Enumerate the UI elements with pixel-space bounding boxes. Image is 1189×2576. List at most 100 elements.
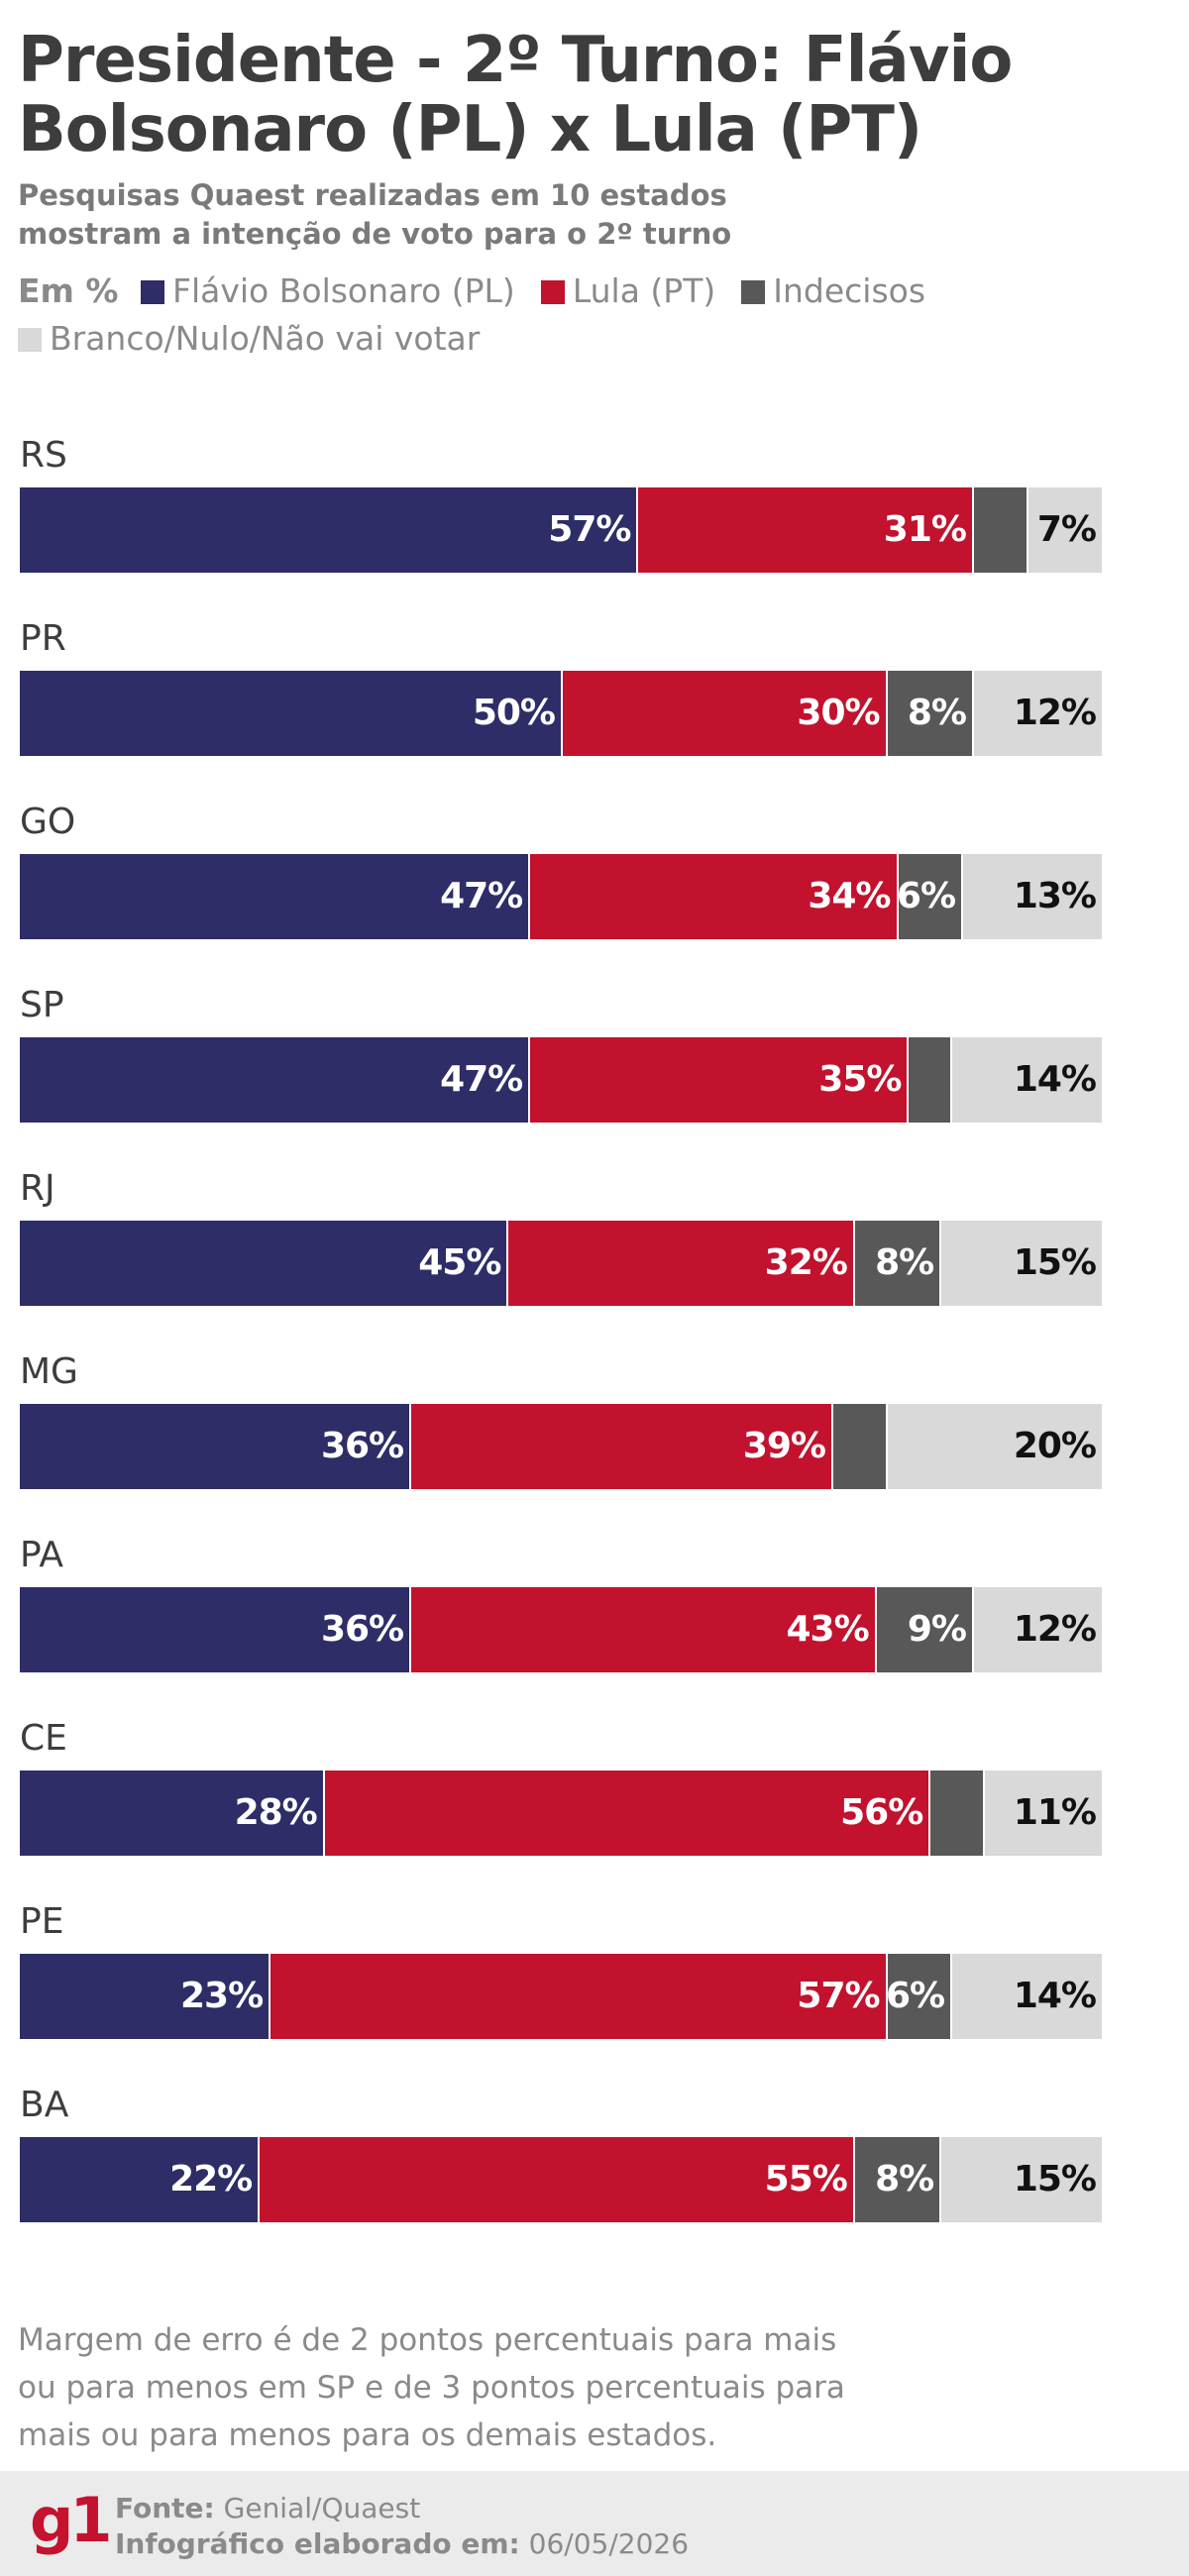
bar-value-label: 6% <box>896 876 956 916</box>
bar-segment <box>961 854 1102 939</box>
state-label: PE <box>20 1901 64 1942</box>
bar-value-label: 39% <box>742 1426 826 1466</box>
bar-segment <box>258 2137 853 2222</box>
state-label: SP <box>20 985 64 1025</box>
footnote: Margem de erro é de 2 pontos percentuais… <box>18 2322 845 2453</box>
bar-value-label: 47% <box>440 1059 523 1100</box>
bar-value-label: 14% <box>1013 1976 1097 2016</box>
bar-value-label: 45% <box>418 1242 501 1283</box>
bar-segment <box>528 854 897 939</box>
bar-segment <box>907 1037 951 1123</box>
bar-segment <box>852 1221 940 1306</box>
bar-value-label: 15% <box>1013 1242 1097 1283</box>
bar-value-label: 50% <box>472 693 556 733</box>
legend-label: Lula (PT) <box>572 271 716 310</box>
bar-value-label: 8% <box>875 2159 934 2200</box>
bar-segment <box>20 1404 410 1489</box>
state-label: RS <box>20 435 67 476</box>
bar-segment <box>896 854 962 939</box>
bar-segment <box>950 1037 1102 1123</box>
source-value: Genial/Quaest <box>223 2492 421 2524</box>
bar-value-label: 57% <box>797 1976 880 2016</box>
header: Presidente - 2º Turno: Flávio Bolsonaro … <box>18 26 1167 363</box>
bar-segment <box>971 487 1027 573</box>
bar-segment <box>20 671 561 756</box>
bar-value-label: 57% <box>548 509 631 550</box>
bar-segment <box>409 1587 875 1672</box>
bar-value-label: 13% <box>1013 876 1097 916</box>
chart-subtitle: Pesquisas Quaest realizadas em 10 estado… <box>18 178 732 251</box>
bar-segment <box>528 1037 908 1123</box>
bar-segment <box>20 2137 259 2222</box>
bar-value-label: 30% <box>797 693 880 733</box>
footer: g1 Fonte: Genial/Quaest Infográfico elab… <box>0 2471 1189 2576</box>
bar-segment <box>20 1037 529 1123</box>
bar-segment <box>322 1771 929 1856</box>
bar-value-label: 23% <box>179 1976 264 2016</box>
legend-label: Indecisos <box>773 271 926 310</box>
bar-value-label: 36% <box>320 1609 404 1650</box>
bar-value-label: 34% <box>808 876 891 916</box>
bar-row: 45% 32% 8% 15% <box>20 1221 1102 1306</box>
bar-value-label: 56% <box>840 1792 923 1833</box>
bar-value-label: 15% <box>1013 2159 1097 2200</box>
legend: Em % Flávio Bolsonaro (PL) Lula (PT) Indec… <box>18 268 989 363</box>
source-info: Fonte: Genial/Quaest Infográfico elabora… <box>115 2491 689 2562</box>
bar-segment <box>939 2137 1102 2222</box>
bar-value-label: 9% <box>907 1609 967 1650</box>
bar-segment <box>20 487 637 573</box>
bar-segment <box>971 1587 1102 1672</box>
bar-value-label: 47% <box>440 876 523 916</box>
bar-value-label: 22% <box>169 2159 253 2200</box>
bar-row: 28% 56% 11% <box>20 1771 1102 1856</box>
state-label: PR <box>20 618 66 659</box>
date-line: Infográfico elaborado em: 06/05/2026 <box>115 2526 689 2562</box>
bar-value-label: 11% <box>1013 1792 1097 1833</box>
legend-item: Flávio Bolsonaro (PL) <box>140 268 515 315</box>
bar-value-label: 55% <box>764 2159 848 2200</box>
bar-segment <box>885 1954 951 2039</box>
bar-segment <box>269 1954 886 2039</box>
bar-value-label: 14% <box>1013 1059 1097 1100</box>
g1-logo: g1 <box>30 2484 113 2556</box>
bar-row: 22% 55% 8% 15% <box>20 2137 1102 2222</box>
bar-segment <box>971 671 1102 756</box>
legend-unit: Em % <box>18 271 119 310</box>
bar-value-label: 32% <box>764 1242 848 1283</box>
bar-segment <box>506 1221 853 1306</box>
bar-row: 47% 35% 14% <box>20 1037 1102 1123</box>
date-value: 06/05/2026 <box>528 2527 690 2560</box>
source-line: Fonte: Genial/Quaest <box>115 2491 689 2526</box>
bar-segment <box>950 1954 1102 2039</box>
bar-segment <box>874 1587 972 1672</box>
bar-row: 36% 39% 20% <box>20 1404 1102 1489</box>
chart-title: Presidente - 2º Turno: Flávio Bolsonaro … <box>18 24 1013 166</box>
state-label: CE <box>20 1718 67 1759</box>
bar-value-label: 8% <box>875 1242 934 1283</box>
bar-value-label: 12% <box>1013 693 1097 733</box>
bar-value-label: 35% <box>818 1059 902 1100</box>
bar-segment <box>982 1771 1102 1856</box>
bar-segment <box>636 487 972 573</box>
bar-segment <box>20 1587 410 1672</box>
bar-segment <box>20 1954 270 2039</box>
bar-segment <box>20 1771 323 1856</box>
bar-row: 47% 34% 6% 13% <box>20 854 1102 939</box>
bar-segment <box>928 1771 983 1856</box>
bar-segment <box>20 1221 507 1306</box>
bar-segment <box>561 671 886 756</box>
legend-swatch <box>741 280 766 304</box>
bar-row: 36% 43% 9% 12% <box>20 1587 1102 1672</box>
bar-row: 23% 57% 6% 14% <box>20 1954 1102 2039</box>
bar-segment <box>831 1404 886 1489</box>
bar-value-label: 20% <box>1013 1426 1097 1466</box>
legend-item: Indecisos <box>741 268 925 315</box>
bar-value-label: 7% <box>1036 509 1097 550</box>
bar-value-label: 36% <box>320 1426 404 1466</box>
bar-value-label: 31% <box>883 509 967 550</box>
legend-item: Branco/Nulo/Não vai votar <box>18 315 480 363</box>
bar-value-label: 6% <box>885 1976 945 2016</box>
legend-swatch <box>540 280 565 304</box>
bar-segment <box>20 854 529 939</box>
bar-row: 50% 30% 8% 12% <box>20 671 1102 756</box>
